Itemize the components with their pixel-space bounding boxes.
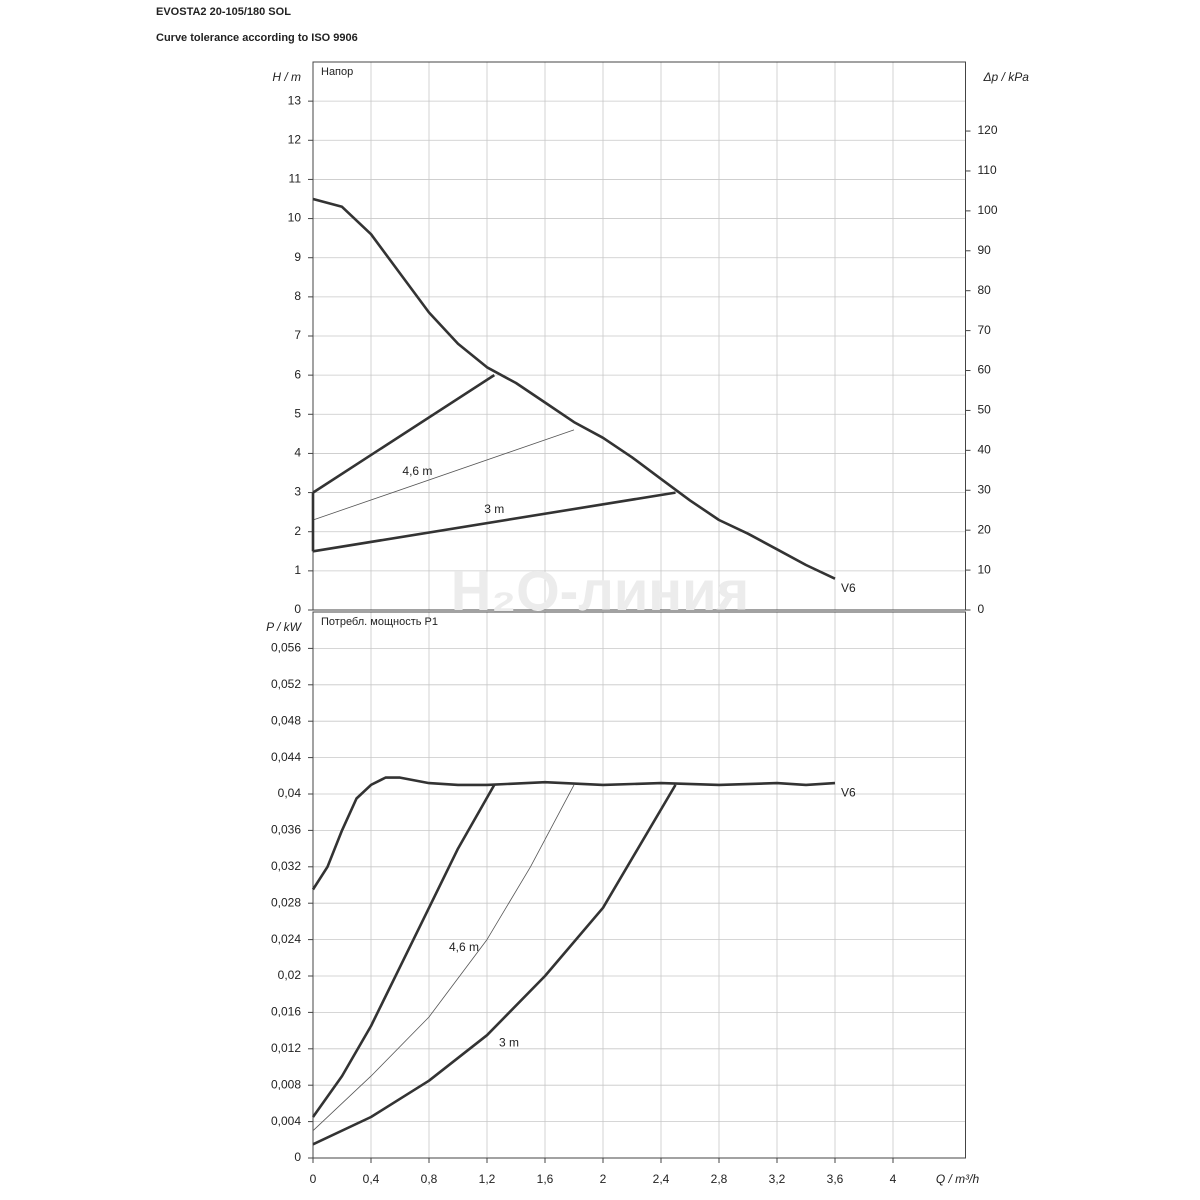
panel-title: Потребл. мощность P1 (321, 616, 438, 628)
y-tick-label: 13 (288, 93, 302, 107)
x-tick-label: 0,8 (421, 1172, 438, 1186)
y-tick-label: 0,036 (271, 823, 301, 837)
curve (311, 784, 496, 1118)
y-tick-label: 0,052 (271, 677, 301, 691)
x-axis-label: Q / m³/h (936, 1172, 980, 1186)
y-tick-label: 10 (288, 211, 302, 225)
curve-label: 4,6 m (449, 940, 479, 954)
y2-tick-label: 80 (978, 283, 992, 297)
y2-axis-label: Δp / kPa (983, 70, 1030, 84)
curve (311, 776, 836, 891)
y2-tick-label: 60 (978, 363, 992, 377)
y2-tick-label: 90 (978, 243, 992, 257)
y2-tick-label: 0 (978, 602, 985, 616)
y-tick-label: 0,004 (271, 1114, 301, 1128)
y-tick-label: 0,016 (271, 1005, 301, 1019)
curve-label: V6 (841, 581, 856, 595)
curve (312, 491, 676, 553)
curve (312, 429, 575, 521)
curve-label: 3 m (499, 1035, 519, 1049)
y2-tick-label: 50 (978, 403, 992, 417)
curve-label: 4,6 m (402, 464, 432, 478)
x-tick-label: 2 (600, 1172, 607, 1186)
y-tick-label: 1 (294, 563, 301, 577)
y-tick-label: 8 (294, 289, 301, 303)
y2-tick-label: 10 (978, 562, 992, 576)
y-tick-label: 7 (294, 328, 301, 342)
y2-tick-label: 120 (978, 123, 998, 137)
curve-label: V6 (841, 785, 856, 799)
panel-title: Напор (321, 66, 353, 78)
plot-frame (312, 61, 966, 611)
curve (312, 784, 677, 1146)
plots: 0123456789101112130102030405060708090100… (266, 61, 1030, 1186)
y-tick-label: 0,056 (271, 641, 301, 655)
y-axis-label: H / m (272, 70, 301, 84)
y-tick-label: 0,012 (271, 1041, 301, 1055)
y2-tick-label: 30 (978, 482, 992, 496)
y-tick-label: 0 (294, 1150, 301, 1164)
y-tick-label: 6 (294, 367, 301, 381)
y2-tick-label: 110 (978, 163, 997, 177)
x-tick-label: 3,2 (769, 1172, 786, 1186)
y2-tick-label: 70 (978, 323, 992, 337)
curve (312, 784, 575, 1131)
y-tick-label: 0,028 (271, 895, 301, 909)
y-axis-label: P / kW (266, 620, 303, 634)
y-tick-label: 2 (294, 524, 301, 538)
y-tick-label: 11 (289, 172, 302, 186)
y-tick-label: 9 (294, 250, 301, 264)
x-tick-label: 0,4 (363, 1172, 380, 1186)
y2-tick-label: 20 (978, 522, 992, 536)
y-tick-label: 0,032 (271, 859, 301, 873)
plot-frame (312, 611, 966, 1159)
curve-label: 3 m (484, 502, 504, 516)
y-tick-label: 0,008 (271, 1077, 301, 1091)
x-tick-label: 4 (890, 1172, 897, 1186)
y-tick-label: 0,044 (271, 750, 301, 764)
curve (312, 197, 836, 580)
page-subtitle: Curve tolerance according to ISO 9906 (156, 32, 358, 44)
x-tick-label: 1,6 (537, 1172, 554, 1186)
x-tick-label: 1,2 (479, 1172, 496, 1186)
y-tick-label: 4 (294, 446, 301, 460)
x-tick-label: 2,4 (653, 1172, 670, 1186)
y-tick-label: 0 (294, 602, 301, 616)
y2-tick-label: 100 (978, 203, 998, 217)
y-tick-label: 0,02 (278, 968, 302, 982)
y-tick-label: 3 (294, 485, 301, 499)
y2-tick-label: 40 (978, 443, 992, 457)
x-tick-label: 0 (310, 1172, 317, 1186)
y-tick-label: 5 (294, 406, 301, 420)
page-title: EVOSTA2 20-105/180 SOL (156, 6, 291, 18)
y-tick-label: 0,048 (271, 713, 301, 727)
curve (312, 374, 496, 494)
y-tick-label: 0,04 (278, 786, 302, 800)
x-tick-label: 3,6 (827, 1172, 844, 1186)
y-tick-label: 0,024 (271, 932, 301, 946)
y-tick-label: 12 (288, 132, 302, 146)
x-tick-label: 2,8 (711, 1172, 728, 1186)
watermark: H₂O-линия (451, 559, 749, 622)
